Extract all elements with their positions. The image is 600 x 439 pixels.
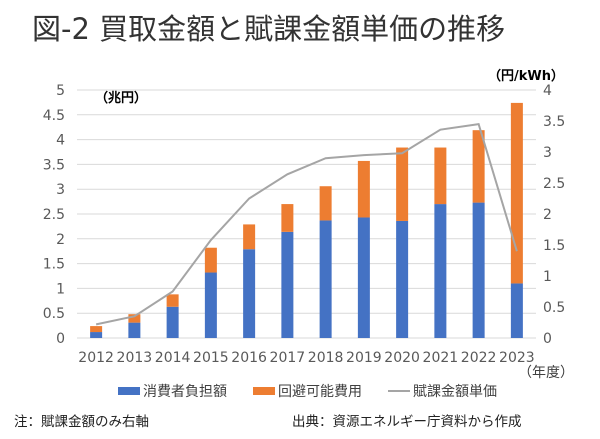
- bar-avoidable: [472, 130, 485, 203]
- bar-avoidable: [128, 314, 141, 323]
- bar-consumer: [128, 322, 141, 338]
- left-tick-label: 2: [56, 232, 65, 248]
- legend-label-avoidable: 回避可能費用: [278, 384, 362, 400]
- left-tick-label: 3.5: [43, 157, 65, 173]
- unit-price-polyline: [95, 122, 518, 326]
- right-tick-label: 0: [543, 331, 552, 347]
- right-tick-label: 1.5: [543, 238, 565, 254]
- chart-title: 図-2 買取金額と賦課金額単価の推移: [32, 12, 506, 46]
- x-tick-label: 2018: [308, 350, 344, 366]
- x-tick-label: 2015: [193, 350, 229, 366]
- bar-consumer: [434, 204, 447, 338]
- x-axis-ticks: 2012 2013 2014 2015 2016 2017 2018 2019 2020 2021…: [78, 350, 534, 366]
- right-tick-label: 1: [543, 269, 552, 285]
- bar-avoidable: [281, 204, 294, 232]
- left-tick-label: 4.5: [43, 108, 65, 124]
- bar-consumer: [281, 231, 294, 338]
- right-axis-ticks: 0 0.5 1 1.5 2 2.5 3 3.5 4: [543, 83, 565, 347]
- left-axis-unit: （兆円）: [95, 90, 147, 106]
- right-tick-label: 2: [543, 207, 552, 223]
- bar-avoidable: [434, 147, 447, 205]
- left-axis-ticks: 0 0.5 1 1.5 2 2.5 3 3.5 4 4.5 5: [43, 83, 65, 347]
- bar-avoidable: [166, 294, 179, 307]
- legend-item-unit-price: 賦課金額単価: [388, 381, 497, 401]
- left-tick-label: 4: [56, 133, 65, 149]
- right-tick-label: 3.5: [543, 114, 565, 130]
- unit-price-line: [95, 122, 518, 326]
- x-tick-label: 2020: [384, 350, 420, 366]
- bar-avoidable: [90, 326, 103, 333]
- x-tick-label: 2021: [423, 350, 459, 366]
- bar-consumer: [510, 283, 523, 338]
- bar-consumer: [396, 220, 409, 338]
- note-left: 注：賦課金額のみ右軸: [14, 414, 149, 430]
- right-tick-label: 3: [543, 145, 552, 161]
- x-tick-label: 2016: [231, 350, 267, 366]
- legend-label-consumer: 消費者負担額: [143, 384, 227, 400]
- bar-consumer: [166, 306, 179, 338]
- legend: 消費者負担額 回避可能費用 賦課金額単価: [118, 381, 497, 401]
- bar-consumer: [472, 202, 485, 338]
- bar-avoidable: [319, 186, 332, 221]
- bars: [90, 102, 523, 338]
- x-tick-label: 2014: [155, 350, 191, 366]
- x-tick-label: 2023: [499, 350, 535, 366]
- x-tick-label: 2013: [117, 350, 153, 366]
- note-source: 出典：資源エネルギー庁資料から作成: [292, 414, 522, 430]
- x-tick-label: 2019: [346, 350, 382, 366]
- bar-consumer: [357, 217, 370, 338]
- left-tick-label: 1: [56, 281, 65, 297]
- bar-avoidable: [357, 160, 370, 218]
- gridlines: [77, 89, 536, 339]
- left-tick-label: 5: [56, 83, 65, 99]
- legend-item-consumer: 消費者負担額: [118, 381, 227, 401]
- bar-avoidable: [396, 147, 409, 221]
- legend-item-avoidable: 回避可能費用: [253, 381, 362, 401]
- x-axis-unit: （年度）: [518, 365, 574, 381]
- legend-swatch-avoidable: [253, 387, 275, 395]
- bar-consumer: [319, 220, 332, 338]
- bar-consumer: [243, 249, 256, 338]
- left-tick-label: 0: [56, 331, 65, 347]
- left-tick-label: 3: [56, 182, 65, 198]
- left-tick-label: 1.5: [43, 257, 65, 273]
- x-tick-label: 2022: [461, 350, 497, 366]
- bar-consumer: [90, 332, 103, 338]
- right-tick-label: 0.5: [543, 300, 565, 316]
- left-tick-label: 0.5: [43, 306, 65, 322]
- right-tick-label: 2.5: [543, 176, 565, 192]
- right-axis-unit: （円/kWh）: [488, 68, 564, 84]
- x-tick-label: 2017: [270, 350, 306, 366]
- legend-swatch-unit-price: [388, 390, 410, 392]
- right-tick-label: 4: [543, 83, 552, 99]
- legend-swatch-consumer: [118, 387, 140, 395]
- bar-avoidable: [204, 247, 217, 273]
- bar-avoidable: [243, 224, 256, 250]
- legend-label-unit-price: 賦課金額単価: [413, 384, 497, 400]
- left-tick-label: 2.5: [43, 207, 65, 223]
- bar-avoidable: [510, 102, 523, 284]
- bar-consumer: [204, 272, 217, 338]
- x-tick-label: 2012: [78, 350, 114, 366]
